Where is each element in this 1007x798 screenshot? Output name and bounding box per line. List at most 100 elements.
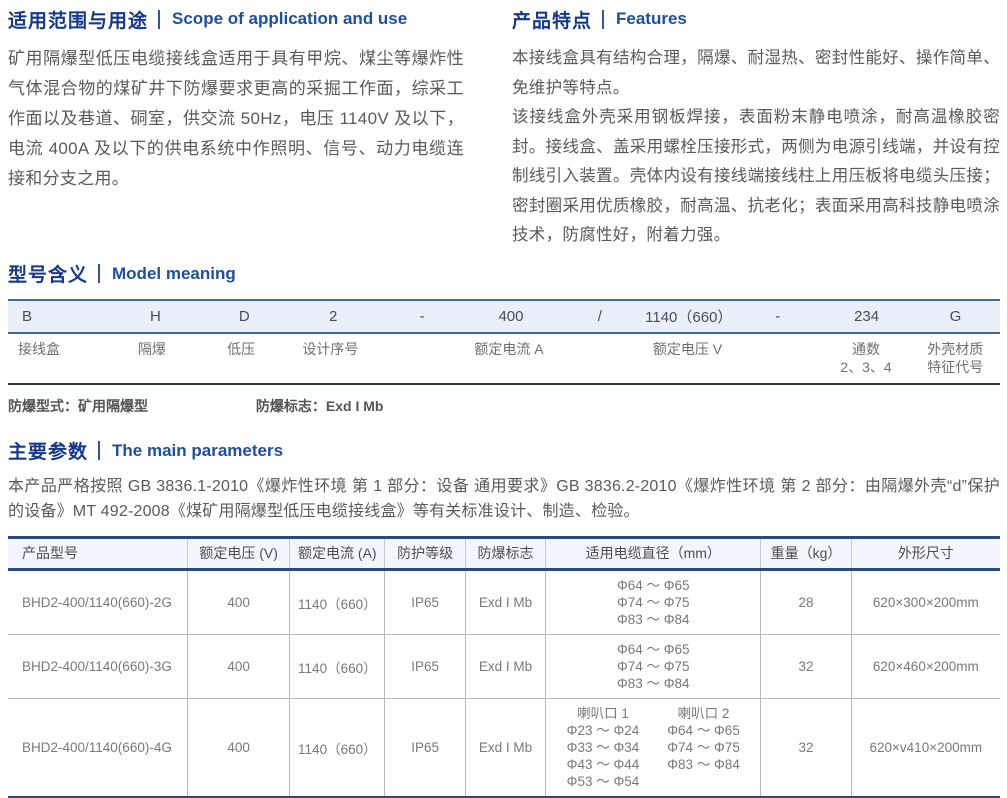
params-table-wrap: 产品型号额定电压 (V)额定电流 (A)防护等级防爆标志适用电缆直径（mm）重量… xyxy=(8,536,1000,798)
weight-cell: 28 xyxy=(761,570,851,635)
heading-divider-bar xyxy=(98,441,100,460)
model-code-cell: 2 xyxy=(289,308,378,325)
cable-diameter-line: Φ64 ～ Φ65 xyxy=(549,641,757,658)
params-title-en: The main parameters xyxy=(112,441,283,461)
table-header-cell: 重量（kg） xyxy=(761,539,851,570)
model-code-cell: B xyxy=(8,308,111,325)
model-label-cell: 外壳材质 特征代号 xyxy=(911,340,1000,376)
table-header-cell: 外形尺寸 xyxy=(851,539,1000,570)
protection-grade-cell: IP65 xyxy=(385,699,465,797)
model-label-cell: 设计序号 xyxy=(286,340,375,358)
rated-current-cell: 1140（660） xyxy=(290,635,385,699)
model-label-cell: 隔爆 xyxy=(107,340,196,358)
table-header-cell: 额定电压 (V) xyxy=(188,539,290,570)
model-code-cell: 1140（660） xyxy=(644,306,733,327)
model-heading: 型号含义 Model meaning xyxy=(8,261,1000,287)
cable-diameter-line: Φ64 ～ Φ65 xyxy=(667,722,740,739)
explosion-mark-cell: Exd I Mb xyxy=(465,635,545,699)
horn-mouth-title: 喇叭口 2 xyxy=(667,705,740,722)
protection-grade-cell: IP65 xyxy=(385,570,465,635)
weight-cell: 32 xyxy=(761,699,851,797)
product-model-cell: BHD2-400/1140(660)-2G xyxy=(8,570,188,635)
scope-section: 适用范围与用途 Scope of application and use 矿用隔… xyxy=(8,6,464,251)
params-table: 产品型号额定电压 (V)额定电流 (A)防护等级防爆标志适用电缆直径（mm）重量… xyxy=(8,539,1000,797)
protection-grade-cell: IP65 xyxy=(385,635,465,699)
horn-mouth-title: 喇叭口 1 xyxy=(567,705,640,722)
cable-diameter-line: Φ74 ～ Φ75 xyxy=(667,739,740,756)
model-label-cell: 通数 2、3、4 xyxy=(821,340,910,376)
features-heading: 产品特点 Features xyxy=(512,6,1000,32)
rated-voltage-cell: 400 xyxy=(188,635,290,699)
features-title-zh: 产品特点 xyxy=(512,6,592,33)
rated-current-cell: 1140（660） xyxy=(290,570,385,635)
rated-voltage-cell: 400 xyxy=(188,699,290,797)
dimensions-cell: 620×v410×200mm xyxy=(851,699,1000,797)
main-parameters-section: 主要参数 The main parameters 本产品严格按照 GB 3836… xyxy=(8,438,1000,798)
model-code-cell: - xyxy=(733,308,822,325)
weight-cell: 32 xyxy=(761,635,851,699)
features-paragraph-2: 该接线盒外壳采用钢板焊接，表面粉末静电喷涂，耐高温橡胶密封。接线盒、盖采用螺栓压… xyxy=(512,103,1000,251)
table-header-row: 产品型号额定电压 (V)额定电流 (A)防护等级防爆标志适用电缆直径（mm）重量… xyxy=(8,539,1000,570)
model-code-cell: D xyxy=(200,308,289,325)
rated-current-cell: 1140（660） xyxy=(290,699,385,797)
features-title-en: Features xyxy=(616,9,687,29)
heading-divider-bar xyxy=(602,10,604,29)
table-header-cell: 产品型号 xyxy=(8,539,188,570)
features-body-text: 本接线盒具有结构合理，隔爆、耐湿热、密封性能好、操作简单、免维护等特点。 该接线… xyxy=(512,44,1000,251)
scope-title-en: Scope of application and use xyxy=(172,9,407,29)
cable-diameter-line: Φ53 ～ Φ54 xyxy=(567,773,640,790)
cable-diameter-line: Φ23 ～ Φ24 xyxy=(567,722,640,739)
explosion-mark-cell: Exd I Mb xyxy=(465,570,545,635)
dimensions-cell: 620×300×200mm xyxy=(851,570,1000,635)
explosion-mark-cell: Exd I Mb xyxy=(465,699,545,797)
cable-diameter-line: Φ83 ～ Φ84 xyxy=(549,675,757,692)
dimensions-cell: 620×460×200mm xyxy=(851,635,1000,699)
scope-title-zh: 适用范围与用途 xyxy=(8,6,148,33)
top-two-column-area: 适用范围与用途 Scope of application and use 矿用隔… xyxy=(8,6,1000,251)
model-label-cell: 额定电流 A xyxy=(464,340,553,358)
cable-diameter-line: Φ64 ～ Φ65 xyxy=(549,577,757,594)
params-heading: 主要参数 The main parameters xyxy=(8,438,1000,464)
model-code-cell: 234 xyxy=(822,308,911,325)
model-code-cell: - xyxy=(378,308,467,325)
model-label-cell: 接线盒 xyxy=(8,340,107,358)
table-header-cell: 防护等级 xyxy=(385,539,465,570)
scope-heading: 适用范围与用途 Scope of application and use xyxy=(8,6,464,32)
table-header-cell: 防爆标志 xyxy=(465,539,545,570)
explosion-proof-mark: 防爆标志：Exd I Mb xyxy=(256,398,384,414)
model-label-cell: 额定电压 V xyxy=(643,340,732,358)
model-code-cell: G xyxy=(911,308,1000,325)
heading-divider-bar xyxy=(98,264,100,283)
cable-diameter-line: Φ74 ～ Φ75 xyxy=(549,658,757,675)
model-title-en: Model meaning xyxy=(112,264,236,284)
params-intro-text: 本产品严格按照 GB 3836.1-2010《爆炸性环境 第 1 部分：设备 通… xyxy=(8,474,1000,524)
model-label-cell: 低压 xyxy=(197,340,286,358)
model-code-cell: H xyxy=(111,308,200,325)
features-paragraph-1: 本接线盒具有结构合理，隔爆、耐湿热、密封性能好、操作简单、免维护等特点。 xyxy=(512,44,1000,103)
cable-diameter-line: Φ33 ～ Φ34 xyxy=(567,739,640,756)
explosion-proof-type: 防爆型式：矿用隔爆型 xyxy=(8,398,148,414)
scope-body-text: 矿用隔爆型低压电缆接线盒适用于具有甲烷、煤尘等爆炸性气体混合物的煤矿井下防爆要求… xyxy=(8,44,464,194)
cable-diameter-line: Φ83 ～ Φ84 xyxy=(667,756,740,773)
model-code-cell: 400 xyxy=(467,308,556,325)
rated-voltage-cell: 400 xyxy=(188,570,290,635)
model-title-zh: 型号含义 xyxy=(8,260,88,287)
cable-diameter-line: Φ74 ～ Φ75 xyxy=(549,594,757,611)
product-model-cell: BHD2-400/1140(660)-4G xyxy=(8,699,188,797)
model-code-cell: / xyxy=(555,308,644,325)
product-model-cell: BHD2-400/1140(660)-3G xyxy=(8,635,188,699)
